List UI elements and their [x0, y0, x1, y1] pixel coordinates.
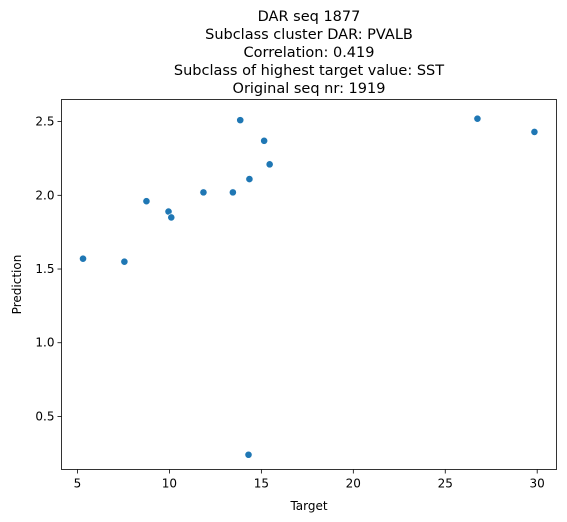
y-tick-label: 2.0 — [35, 188, 54, 202]
scatter-point — [265, 160, 274, 169]
plot-area — [61, 99, 557, 470]
y-tick-label: 1.5 — [35, 262, 54, 276]
scatter-point — [167, 213, 176, 222]
scatter-point — [199, 188, 208, 197]
title-line-1: DAR seq 1877 — [258, 9, 361, 25]
y-axis-label: Prediction — [10, 255, 24, 315]
scatter-point — [473, 114, 482, 123]
scatter-point — [142, 197, 151, 206]
scatter-point — [530, 128, 539, 136]
y-tick-label: 0.5 — [35, 409, 54, 423]
scatter-point — [244, 450, 253, 459]
x-axis: 5 10 15 20 25 30 — [74, 469, 545, 491]
title-line-2: Subclass cluster DAR: PVALB — [205, 27, 413, 43]
x-tick-label: 10 — [162, 477, 177, 491]
x-tick-label: 30 — [530, 477, 545, 491]
scatter-point — [120, 257, 129, 266]
title-line-4: Subclass of highest target value: SST — [174, 63, 444, 79]
chart-title: DAR seq 1877 Subclass cluster DAR: PVALB… — [174, 9, 444, 97]
x-tick-label: 25 — [438, 477, 453, 491]
scatter-point — [228, 188, 237, 197]
x-tick-label: 15 — [254, 477, 269, 491]
title-line-5: Original seq nr: 1919 — [233, 81, 386, 97]
x-tick-label: 20 — [346, 477, 361, 491]
scatter-point — [236, 116, 245, 125]
data-points — [79, 114, 539, 459]
y-tick-label: 1.0 — [35, 336, 54, 350]
y-tick-label: 2.5 — [35, 115, 54, 129]
y-axis: 0.5 1.0 1.5 2.0 2.5 — [35, 115, 62, 423]
x-tick-label: 5 — [74, 477, 82, 491]
x-axis-label: Target — [289, 499, 327, 513]
scatter-point — [260, 136, 269, 145]
scatter-point — [79, 254, 87, 263]
title-line-3: Correlation: 0.419 — [244, 45, 375, 61]
scatter-point — [245, 175, 254, 184]
